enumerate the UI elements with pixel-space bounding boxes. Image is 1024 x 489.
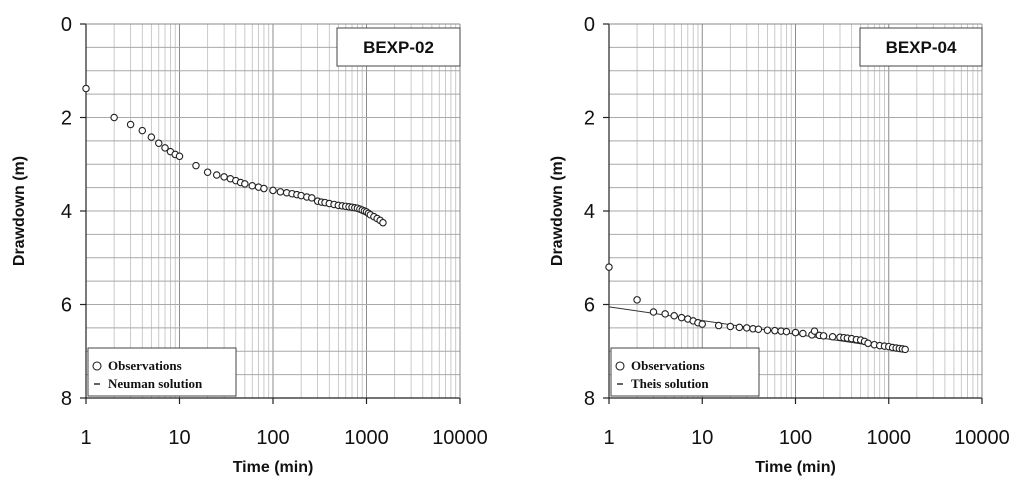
x-tick-label: 10 xyxy=(168,427,190,449)
observation-point xyxy=(605,263,613,271)
y-tick-label: 0 xyxy=(584,14,595,36)
legend-label-observations: Observations xyxy=(631,358,705,373)
observation-point xyxy=(138,126,147,135)
legend-marker-observations xyxy=(92,361,102,371)
y-tick-label: 4 xyxy=(584,201,595,223)
y-tick-label: 8 xyxy=(61,388,72,410)
observation-point xyxy=(203,168,212,176)
observation-point xyxy=(763,326,772,334)
y-tick-label: 2 xyxy=(584,108,595,130)
observation-point xyxy=(726,322,735,331)
chart-title: BEXP-02 xyxy=(363,38,434,57)
observation-point xyxy=(828,333,837,341)
observation-point xyxy=(212,171,221,179)
x-axis-title: Time (min) xyxy=(755,459,836,476)
chart-panel-1: 0 2 4 6 81 10 100 1000 10000 Time (min) Drawdown (… xyxy=(11,14,488,476)
observation-point xyxy=(155,139,163,147)
observation-point xyxy=(799,329,807,338)
observation-point xyxy=(248,182,257,190)
observation-point xyxy=(192,161,200,170)
observation-point xyxy=(147,133,156,141)
legend-box xyxy=(87,347,237,397)
observation-point xyxy=(782,327,791,336)
x-axis-title: Time (min) xyxy=(233,459,314,476)
legend-label-solution: Theis solution xyxy=(631,376,709,391)
observation-point xyxy=(241,180,249,188)
x-tick-label: 1000 xyxy=(867,427,912,449)
legend-box xyxy=(610,347,760,397)
observation-point xyxy=(220,173,228,181)
observation-point xyxy=(379,218,387,227)
observation-point xyxy=(269,186,277,195)
observation-point xyxy=(819,332,828,340)
observation-point xyxy=(714,321,723,330)
x-tick-label: 10 xyxy=(691,427,713,449)
observation-point xyxy=(698,320,706,328)
legend-label-solution: Neuman solution xyxy=(108,376,203,391)
observation-point xyxy=(126,120,135,129)
observation-point xyxy=(735,323,744,332)
observation-point xyxy=(633,296,641,304)
title-box xyxy=(859,27,983,67)
observation-point xyxy=(82,84,90,93)
y-tick-label: 6 xyxy=(61,295,72,317)
x-tick-label: 100 xyxy=(779,427,812,449)
observation-point xyxy=(791,328,800,337)
x-tick-label: 10000 xyxy=(954,427,1010,449)
observation-point xyxy=(175,152,184,161)
legend-label-observations: Observations xyxy=(108,358,182,373)
observation-point xyxy=(649,308,658,316)
y-tick-label: 4 xyxy=(61,201,72,223)
observation-point xyxy=(677,313,686,322)
y-tick-label: 6 xyxy=(584,295,595,317)
x-tick-label: 1 xyxy=(603,427,614,449)
observation-point xyxy=(161,144,169,152)
y-tick-label: 0 xyxy=(61,14,72,36)
y-tick-label: 2 xyxy=(61,108,72,130)
observation-point xyxy=(901,345,909,354)
observation-point xyxy=(771,326,779,335)
observation-point xyxy=(754,325,763,334)
observation-point xyxy=(864,339,872,348)
x-tick-label: 100 xyxy=(256,427,289,449)
observation-point xyxy=(810,327,819,335)
legend-marker-observations xyxy=(615,361,625,371)
observation-point xyxy=(308,194,316,202)
observation-point xyxy=(661,310,669,318)
x-tick-label: 1000 xyxy=(344,427,389,449)
observation-point xyxy=(110,113,118,122)
chart-panel-2: 0 2 4 6 81 10 100 1000 10000 Time (min) Drawdown (… xyxy=(549,14,1010,476)
observation-point xyxy=(670,311,678,320)
observation-point xyxy=(260,184,268,193)
x-tick-label: 10000 xyxy=(432,427,488,449)
title-box xyxy=(336,27,461,67)
chart-title: BEXP-04 xyxy=(886,38,957,57)
x-tick-label: 1 xyxy=(80,427,91,449)
observation-point xyxy=(276,188,285,196)
y-axis-title: Drawdown (m) xyxy=(11,156,28,266)
y-axis-title: Drawdown (m) xyxy=(549,156,566,266)
observation-point xyxy=(742,324,751,332)
y-tick-label: 8 xyxy=(584,388,595,410)
